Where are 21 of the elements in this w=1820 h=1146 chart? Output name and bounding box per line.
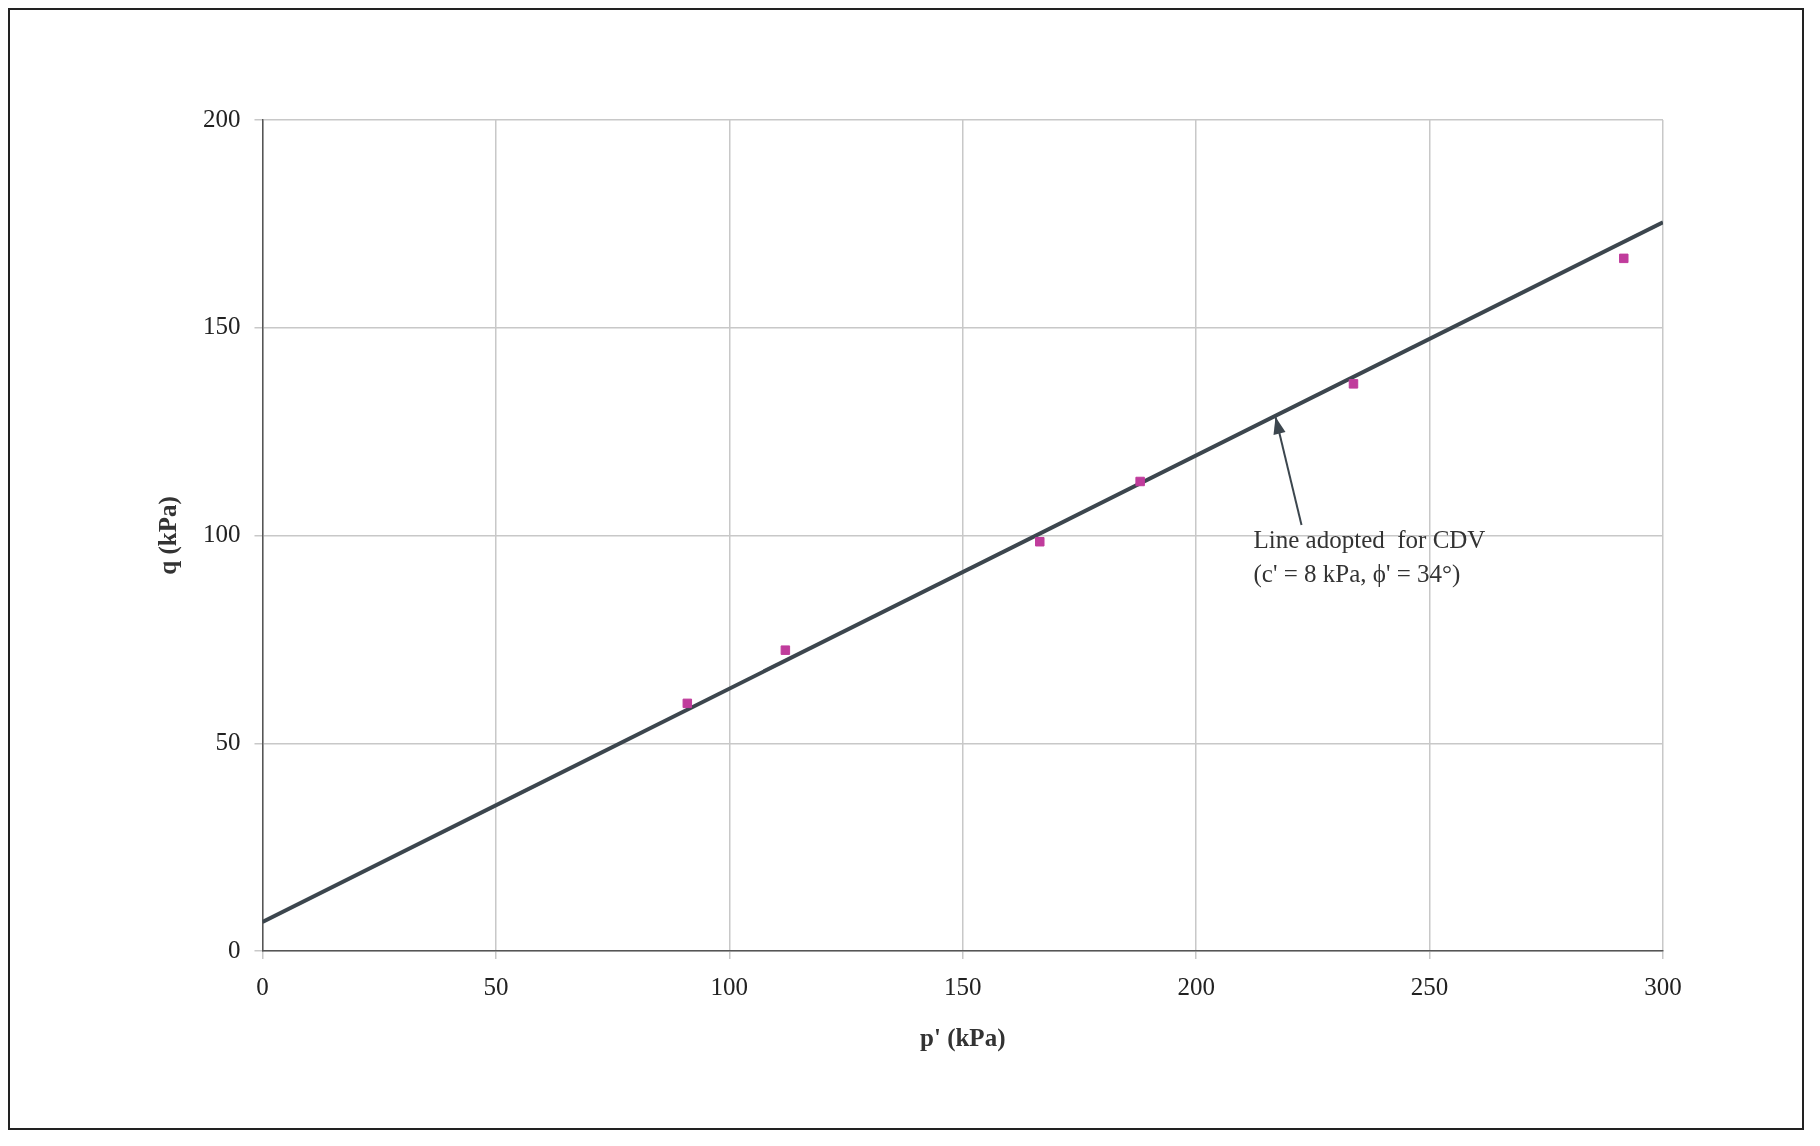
y-tick-label: 50: [215, 727, 241, 755]
annotation: Line adopted for CDV (c' = 8 kPa, ϕ' = 34°): [1253, 526, 1486, 589]
point: [1035, 536, 1045, 547]
x-tick-label: 250: [1410, 972, 1449, 1000]
y-tick-label: 100: [203, 520, 241, 548]
point: [780, 645, 791, 655]
y-axis-title: q (kPa): [154, 496, 183, 575]
y-tick-label: 200: [203, 104, 241, 132]
y-tick-label: 150: [203, 312, 241, 340]
y-tick-label: 0: [228, 935, 241, 963]
x-axis-title: p' (kPa): [920, 1024, 1006, 1053]
x-tick-label: 150: [944, 972, 982, 1000]
point: [1619, 253, 1629, 264]
x-tick-label: 0: [256, 972, 269, 1000]
x-tick-label: 200: [1177, 972, 1215, 1000]
point: [682, 698, 693, 709]
x-tick-label: 100: [710, 972, 749, 1000]
point: [1348, 379, 1359, 389]
x-tick-label: 50: [483, 972, 509, 1000]
point: [1135, 476, 1145, 487]
x-tick-label: 300: [1644, 972, 1682, 1000]
